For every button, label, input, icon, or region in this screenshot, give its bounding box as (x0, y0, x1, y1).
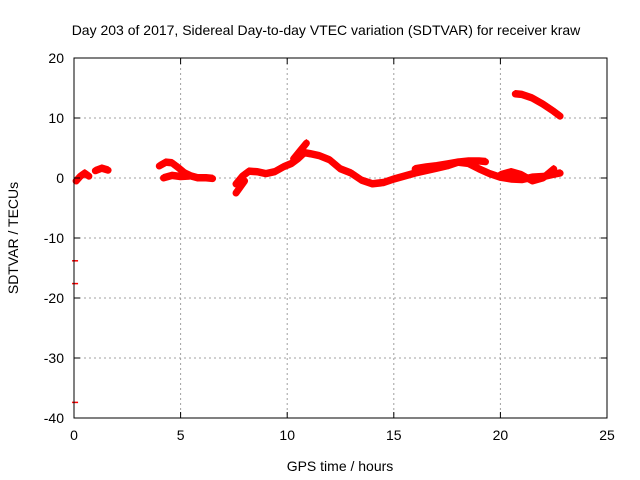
y-axis-label: SDTVAR / TECUs (5, 182, 21, 294)
x-tick-label: 15 (386, 427, 402, 443)
series-segment (160, 172, 193, 182)
chart-title: Day 203 of 2017, Sidereal Day-to-day VTE… (72, 22, 581, 38)
y-tick-label: -30 (44, 350, 64, 366)
series-segment-detail (292, 139, 308, 157)
series-segment (232, 177, 249, 197)
x-axis-label: GPS time / hours (287, 458, 394, 474)
x-tick-label: 5 (177, 427, 185, 443)
series-segment (290, 139, 310, 163)
series-segment-detail (94, 164, 110, 169)
series-segment-detail (235, 177, 246, 191)
series-segment-detail (499, 165, 555, 179)
x-tick-label: 0 (70, 427, 78, 443)
y-tick-label: 10 (48, 110, 64, 126)
series-segment-detail (514, 90, 562, 115)
y-tick-label: -40 (44, 410, 64, 426)
series-segment (496, 165, 558, 185)
x-tick-label: 25 (599, 427, 615, 443)
data-series (72, 90, 564, 404)
series-segment (72, 169, 93, 185)
y-tick-label: -20 (44, 290, 64, 306)
y-tick-label: -10 (44, 230, 64, 246)
x-tick-label: 10 (279, 427, 295, 443)
series-segment-detail (162, 171, 191, 176)
series-segment (232, 149, 564, 188)
series-segment (511, 90, 564, 120)
series-segment-detail (158, 158, 214, 177)
series-segment-detail (75, 169, 90, 179)
series-segment-detail (414, 157, 487, 167)
grid-lines (74, 58, 607, 418)
series-segment (411, 157, 489, 173)
y-tick-label: 20 (48, 50, 64, 66)
x-tick-label: 20 (493, 427, 509, 443)
series-segment (91, 164, 112, 175)
axis-ticks: 0 5 10 15 20 25 20 10 0 -10 -20 -30 -40 (44, 50, 615, 443)
y-tick-label: 0 (56, 170, 64, 186)
